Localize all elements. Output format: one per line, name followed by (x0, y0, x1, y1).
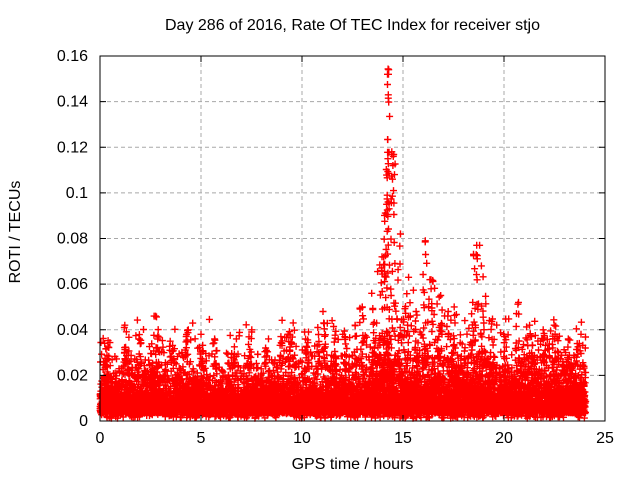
x-tick-label: 0 (96, 430, 105, 447)
x-tick-label: 5 (197, 430, 206, 447)
x-tick-label: 15 (394, 430, 412, 447)
x-axis-label: GPS time / hours (292, 456, 414, 473)
tick-labels: 0 5 10 15 20 25 0 0.02 0.04 0.06 0.08 0.1 0.12 0.14 0.… (57, 48, 614, 447)
y-axis-label: ROTI / TECUs (7, 181, 24, 284)
axis-tick-marks (99, 55, 606, 422)
scatter-points-path (96, 65, 590, 422)
chart-title: Day 286 of 2016, Rate Of TEC Index for r… (165, 17, 540, 34)
roti-data-points (96, 65, 590, 422)
x-tick-label: 10 (293, 430, 311, 447)
y-tick-label: 0.14 (57, 94, 88, 111)
y-tick-label: 0 (79, 413, 88, 430)
y-tick-label: 0.16 (57, 48, 88, 65)
y-tick-label: 0.02 (57, 367, 88, 384)
plot-frame (99, 55, 606, 422)
x-tick-label: 20 (495, 430, 513, 447)
y-tick-label: 0.06 (57, 276, 88, 293)
y-tick-label: 0.08 (57, 231, 88, 248)
y-tick-label: 0.04 (57, 322, 88, 339)
y-tick-label: 0.12 (57, 139, 88, 156)
y-tick-label: 0.1 (66, 185, 88, 202)
x-tick-label: 25 (596, 430, 614, 447)
